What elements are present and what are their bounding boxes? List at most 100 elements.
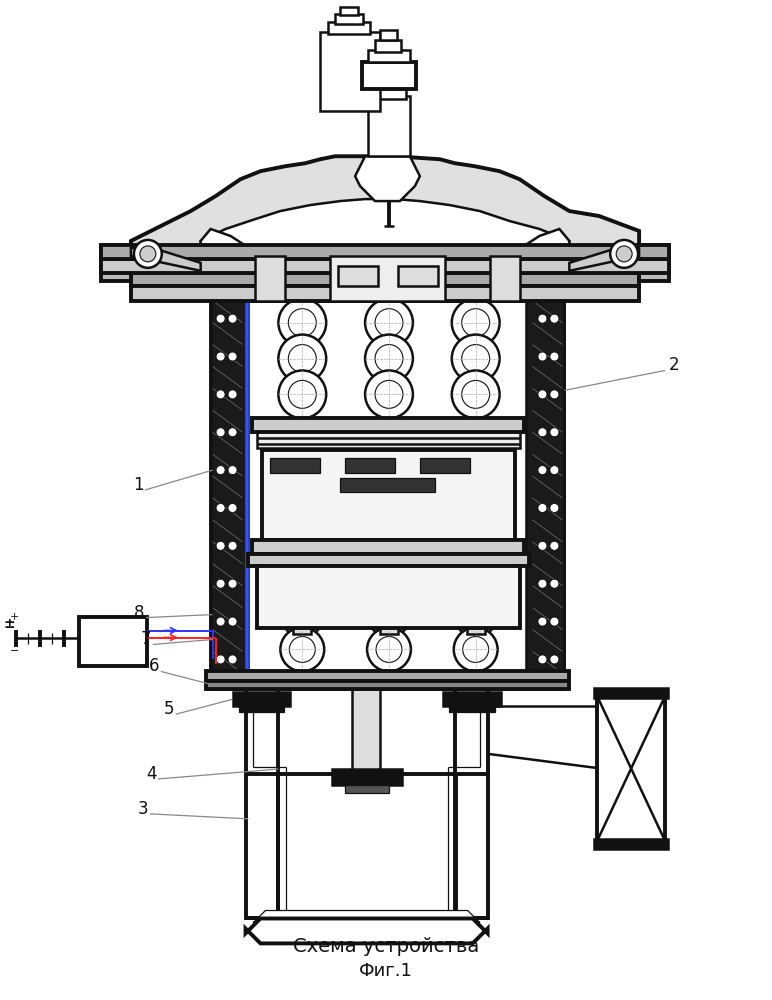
Circle shape — [454, 593, 498, 637]
Circle shape — [538, 617, 547, 626]
Circle shape — [280, 628, 324, 671]
Text: +: + — [9, 612, 19, 622]
Bar — [131, 273, 639, 286]
Text: 8: 8 — [134, 604, 144, 622]
Circle shape — [228, 655, 237, 664]
Bar — [338, 266, 378, 286]
Text: 1: 1 — [133, 476, 144, 494]
Bar — [372, 89, 406, 99]
Circle shape — [550, 314, 559, 323]
Bar — [335, 14, 363, 24]
Bar — [252, 540, 524, 554]
Bar — [639, 245, 669, 281]
Bar — [352, 689, 380, 771]
Bar — [79, 617, 147, 666]
Polygon shape — [131, 156, 639, 273]
Bar — [205, 671, 569, 681]
Polygon shape — [201, 229, 250, 271]
Bar — [258, 432, 520, 448]
Circle shape — [538, 352, 547, 361]
Bar — [252, 418, 524, 432]
Bar — [380, 30, 397, 40]
Circle shape — [216, 655, 225, 664]
Bar — [245, 301, 249, 689]
Bar — [449, 706, 495, 712]
Circle shape — [550, 466, 559, 475]
Circle shape — [550, 541, 559, 550]
Circle shape — [290, 562, 315, 588]
Circle shape — [216, 617, 225, 626]
Circle shape — [140, 246, 156, 262]
Circle shape — [134, 240, 162, 268]
Circle shape — [279, 335, 327, 382]
Circle shape — [367, 628, 411, 671]
Bar — [467, 554, 485, 634]
Bar — [345, 785, 389, 793]
Text: 4: 4 — [146, 765, 157, 783]
Bar — [239, 706, 284, 712]
Circle shape — [462, 602, 489, 628]
Bar — [443, 692, 500, 706]
Circle shape — [228, 466, 237, 475]
Circle shape — [228, 503, 237, 512]
Bar — [362, 62, 416, 89]
Bar — [101, 245, 131, 281]
Bar — [262, 450, 514, 540]
Circle shape — [375, 309, 403, 337]
Circle shape — [216, 503, 225, 512]
Polygon shape — [131, 248, 201, 271]
Circle shape — [228, 617, 237, 626]
Circle shape — [538, 503, 547, 512]
Bar — [489, 256, 520, 301]
Bar — [205, 681, 569, 689]
Circle shape — [550, 428, 559, 437]
Circle shape — [452, 299, 499, 347]
Circle shape — [538, 314, 547, 323]
Bar — [380, 554, 398, 634]
Bar — [598, 696, 665, 841]
Bar — [270, 458, 320, 473]
Circle shape — [538, 541, 547, 550]
Text: 7: 7 — [141, 630, 151, 648]
Bar — [293, 554, 311, 634]
Circle shape — [452, 370, 499, 418]
Bar — [340, 478, 435, 492]
Circle shape — [216, 466, 225, 475]
Circle shape — [375, 345, 403, 372]
Circle shape — [538, 579, 547, 588]
Bar — [256, 256, 286, 301]
Circle shape — [216, 314, 225, 323]
Circle shape — [279, 299, 327, 347]
Circle shape — [550, 352, 559, 361]
Bar — [594, 839, 668, 849]
Circle shape — [216, 352, 225, 361]
Bar — [330, 256, 445, 301]
Bar — [368, 50, 410, 62]
Circle shape — [375, 380, 403, 408]
Text: 2: 2 — [669, 356, 679, 374]
Bar — [594, 688, 668, 698]
Bar — [332, 769, 402, 785]
Circle shape — [290, 602, 315, 628]
Circle shape — [280, 593, 324, 637]
Text: 5: 5 — [164, 700, 174, 718]
Circle shape — [462, 637, 489, 662]
Bar — [345, 458, 395, 473]
Polygon shape — [569, 248, 639, 271]
Circle shape — [279, 370, 327, 418]
Bar — [527, 301, 564, 689]
Bar — [232, 692, 290, 706]
Circle shape — [454, 628, 498, 671]
Text: −: − — [9, 646, 19, 656]
Circle shape — [280, 553, 324, 597]
Text: 6: 6 — [149, 657, 159, 675]
Bar — [398, 266, 438, 286]
Text: Фиг.1: Фиг.1 — [359, 962, 413, 980]
Circle shape — [365, 299, 413, 347]
Circle shape — [289, 345, 317, 372]
Circle shape — [290, 637, 315, 662]
Bar — [455, 689, 488, 918]
Circle shape — [376, 562, 402, 588]
Bar — [250, 303, 524, 687]
Bar — [245, 689, 279, 918]
